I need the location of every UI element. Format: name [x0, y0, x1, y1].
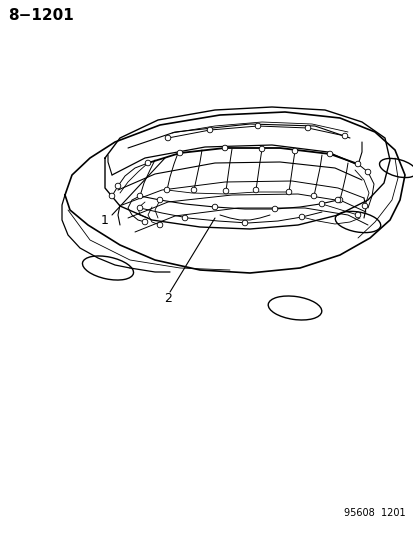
Text: 8−1201: 8−1201	[8, 8, 74, 23]
Ellipse shape	[164, 187, 169, 193]
Ellipse shape	[354, 161, 360, 167]
Text: 95608  1201: 95608 1201	[344, 508, 405, 518]
Ellipse shape	[157, 197, 162, 203]
Ellipse shape	[311, 193, 316, 199]
Text: 2: 2	[164, 292, 171, 304]
Ellipse shape	[292, 148, 297, 154]
Ellipse shape	[157, 222, 162, 228]
Ellipse shape	[115, 183, 121, 189]
Ellipse shape	[326, 151, 332, 157]
Ellipse shape	[318, 201, 324, 207]
Ellipse shape	[242, 220, 247, 226]
Ellipse shape	[304, 125, 310, 131]
Ellipse shape	[142, 219, 147, 225]
Ellipse shape	[285, 189, 291, 195]
Text: 1: 1	[101, 214, 109, 227]
Ellipse shape	[354, 212, 360, 218]
Ellipse shape	[191, 187, 196, 193]
Ellipse shape	[335, 197, 340, 203]
Ellipse shape	[361, 203, 367, 209]
Ellipse shape	[165, 135, 171, 141]
Ellipse shape	[271, 206, 277, 212]
Ellipse shape	[259, 146, 264, 152]
Ellipse shape	[299, 214, 304, 220]
Ellipse shape	[109, 193, 114, 199]
Ellipse shape	[137, 205, 142, 211]
Ellipse shape	[223, 188, 228, 194]
Ellipse shape	[222, 145, 227, 151]
Ellipse shape	[177, 150, 183, 156]
Ellipse shape	[182, 215, 188, 221]
Ellipse shape	[253, 187, 258, 193]
Ellipse shape	[206, 127, 212, 133]
Ellipse shape	[137, 193, 142, 199]
Ellipse shape	[336, 197, 342, 203]
Ellipse shape	[364, 169, 370, 175]
Ellipse shape	[342, 133, 347, 139]
Ellipse shape	[254, 123, 260, 129]
Ellipse shape	[145, 160, 150, 166]
Ellipse shape	[212, 204, 217, 210]
